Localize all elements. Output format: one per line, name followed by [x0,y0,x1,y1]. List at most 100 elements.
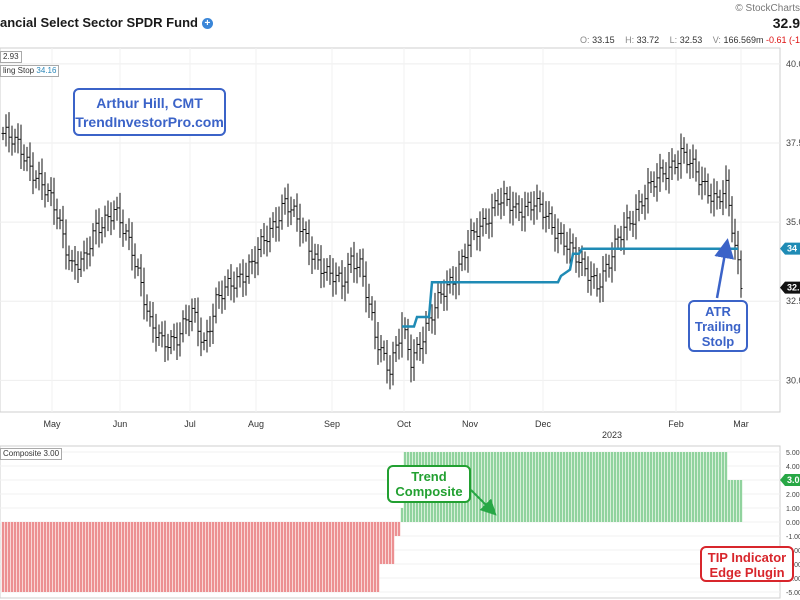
ohlc-bar [160,321,164,348]
ohlc-bar [103,205,107,238]
trend-arrow [470,489,497,516]
ohlc-bar [394,335,398,362]
price-legend: 2.93 [0,51,22,63]
ohlc-bar [685,143,689,174]
ohlc-bar [172,323,176,351]
x-tick-label: Oct [397,419,412,429]
ohlc-bar [379,335,383,363]
ohlc-bar [451,266,455,296]
ohlc-bar [166,333,170,361]
ohlc-bar [199,317,203,357]
ohlc-bar [676,150,680,181]
ohlc-bar [97,208,101,248]
ohlc-bar [16,123,20,154]
ohlc-bar [649,171,653,194]
ohlc-bar [487,208,491,239]
ohlc-bar [397,328,401,360]
ohlc-bar [274,207,278,242]
composite-value-badge-shape [780,474,800,486]
ohlc-bar [499,187,503,220]
ohlc-bar [85,237,89,270]
ohlc-bar [445,270,449,311]
add-plus-icon[interactable]: + [201,18,213,30]
ohlc-bar [148,301,152,327]
ohlc-bar [82,240,86,272]
ohlc-bar [289,196,293,226]
ohlc-bar [730,196,734,243]
ohlc-bar [592,263,596,289]
ohlc-bar [382,340,386,361]
ohlc-bar [439,283,443,304]
ohlc-bar [655,163,659,202]
stop-price-badge-shape [780,242,800,255]
author-annotation: Arthur Hill, CMT TrendInvestorPro.com [73,88,226,136]
ohlc-bar [703,167,707,196]
atr-arrow [714,238,735,299]
ohlc-bar [661,159,665,183]
ohlc-bar [412,339,416,381]
trend-annotation: Trend Composite [387,465,471,503]
ohlc-bar [64,219,68,270]
ohlc-bar [349,247,353,274]
ohlc-bar [244,262,248,296]
composite-y-tick-label: -4.00 [786,576,800,583]
ohlc-bar [628,210,632,231]
composite-y-tick-label: -5.00 [786,590,800,597]
ohlc-bar [229,264,233,301]
ohlc-bar [436,281,440,319]
ohlc-bar [664,162,668,191]
copyright-text: © StockCharts [735,3,800,14]
ohlc-bar [400,312,404,358]
ohlc-bar [556,218,560,254]
composite-y-tick-label: 0.00 [786,520,800,527]
ohlc-bar [511,191,515,226]
price-y-tick-label: 37.5 [786,138,800,148]
ohlc-bar [4,114,8,147]
ohlc-bar [190,298,194,332]
ohlc-bar [208,316,212,347]
ohlc-bar [25,146,29,172]
ohlc-bar [640,193,644,215]
ohlc-bar [154,313,158,352]
ohlc-bar [484,208,488,235]
open-value: 33.15 [592,35,615,45]
ohlc-bar [109,202,113,236]
ohlc-bar [340,260,344,300]
ohlc-bar [598,273,602,303]
ohlc-bar [541,192,545,230]
ohlc-bar [196,297,200,347]
ohlc-bar [280,194,284,230]
last-price: 32.9 [772,15,800,31]
x-tick-label: Nov [462,419,479,429]
price-panel-frame [0,47,781,413]
ohlc-bar [37,161,41,191]
ohlc-bar [184,304,188,335]
ohlc-bar [112,200,116,230]
ohlc-bar [415,336,419,361]
ohlc-bar [391,341,395,386]
ohlc-bar [28,142,32,182]
ohlc-bar [409,334,413,383]
ohlc-bar [544,201,548,233]
ohlc-bar [559,222,563,245]
ohlc-bar [271,212,275,238]
ohlc-bar [115,196,119,221]
ohlc-bar [376,322,380,365]
ohlc-bar [553,214,557,252]
ohlc-bar [601,256,605,302]
ohlc-bar [481,208,485,237]
ohlc-bar [88,236,92,267]
ohlc-bar [55,198,59,230]
ohlc-bar [214,287,218,324]
fund-title: ancial Select Sector SPDR Fund + [0,15,213,30]
ohlc-bar [532,191,536,225]
ohlc-bar [562,224,566,256]
ohlc-bar [517,195,521,221]
price-y-tick-label: 35.0 [786,217,800,227]
ohlc-bar [73,245,77,280]
ohlc-bar [529,191,533,221]
ohlc-bar [52,177,56,225]
ohlc-bar [13,128,17,153]
ohlc-bar [472,222,476,241]
ohlc-bar [709,183,713,214]
